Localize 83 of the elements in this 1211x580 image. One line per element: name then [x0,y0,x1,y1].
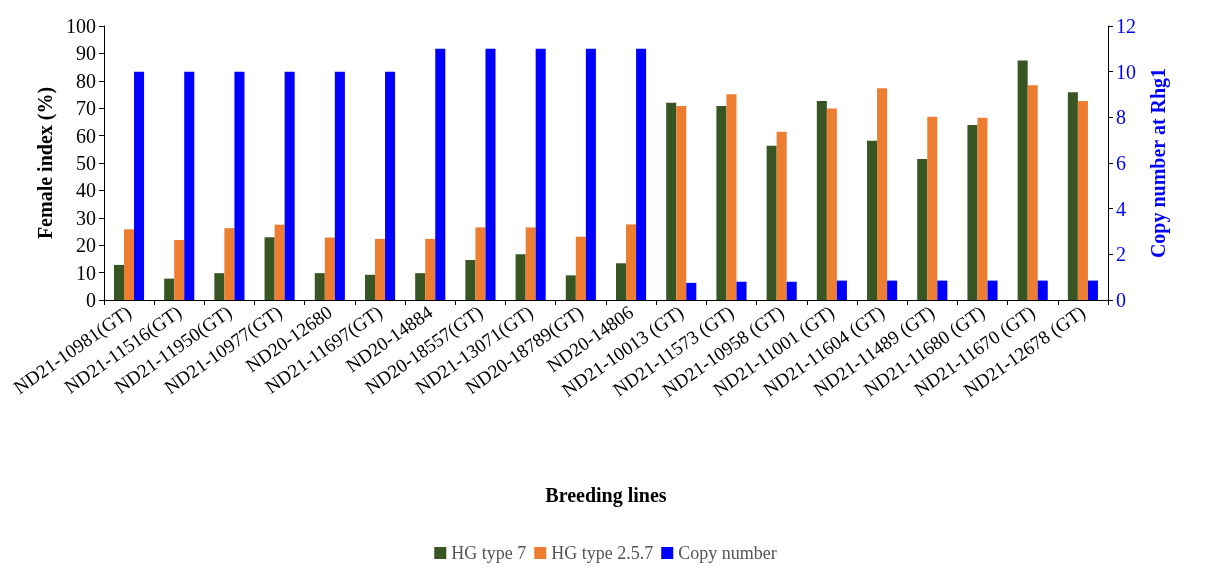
y-tick-label: 80 [75,69,96,92]
bar [726,94,737,300]
y2-tick-label: 12 [1116,15,1136,37]
bar [174,239,185,300]
bar [1027,85,1038,300]
y2-tick-label: 4 [1116,197,1126,220]
bar [375,238,386,300]
bar [234,71,245,300]
bar [485,48,496,300]
y-tick-label: 20 [75,234,96,257]
bar [314,273,325,300]
bar [766,145,777,300]
y-tick-label: 50 [75,152,96,174]
bar [636,48,647,300]
bar [475,227,486,300]
bar [324,237,335,300]
y2-tick-label: 8 [1116,106,1126,129]
bar [585,48,596,300]
bar [1087,280,1098,300]
legend-label: HG type 7 [451,543,527,563]
bar [535,48,546,300]
bar [816,101,827,300]
bar [887,280,898,300]
bar [465,260,476,300]
legend-label: HG type 2.5.7 [551,543,654,563]
bar [615,263,627,300]
y-tick-label: 0 [85,289,96,311]
bar [214,273,225,300]
bar [686,282,697,300]
bar [184,71,195,300]
bar [264,237,275,300]
y-tick-label: 30 [75,206,96,229]
bar [937,280,948,300]
y-tick-label: 10 [75,261,96,284]
bar [284,71,295,300]
bar [565,275,576,300]
bar [716,106,727,300]
y-tick-label: 40 [75,179,96,202]
bar [867,140,878,300]
bar [1037,280,1048,300]
bar [977,117,988,300]
bar [836,280,847,300]
bar [164,278,175,300]
bar [435,48,446,300]
legend-label: Copy number [678,543,777,563]
bar [425,238,436,300]
bar [334,71,345,300]
y2-tick-label: 6 [1116,152,1126,174]
bar [676,106,687,300]
bar [736,281,747,300]
bar [987,280,998,300]
bar [525,227,536,300]
bar [786,281,797,300]
bar [364,274,376,300]
bar [967,124,978,300]
y-axis-title: Female index (%) [34,86,58,240]
y-tick-label: 90 [75,42,96,65]
bar [776,131,787,300]
bar [1067,92,1078,300]
y-tick-label: 60 [75,124,96,147]
bar [224,228,235,300]
bar [575,236,586,300]
y2-tick-label: 2 [1116,243,1126,266]
bar [123,229,135,300]
bar [666,102,677,300]
bar [385,71,396,300]
y-tick-label: 100 [65,15,96,37]
bar [1077,101,1088,300]
y2-tick-label: 10 [1116,60,1136,83]
bar [415,273,426,300]
y2-tick-label: 0 [1116,289,1126,311]
bar [917,158,928,300]
bar [515,254,526,300]
bar [826,108,837,300]
bar [1017,60,1028,300]
y-tick-label: 70 [75,97,96,120]
y2-axis-title: Copy number at Rhg1 [1147,67,1170,259]
bar [626,224,637,300]
bar [877,88,888,300]
bar [927,116,938,300]
x-axis-title: Breeding lines [545,484,667,507]
bar [113,264,124,300]
bar [134,71,145,300]
